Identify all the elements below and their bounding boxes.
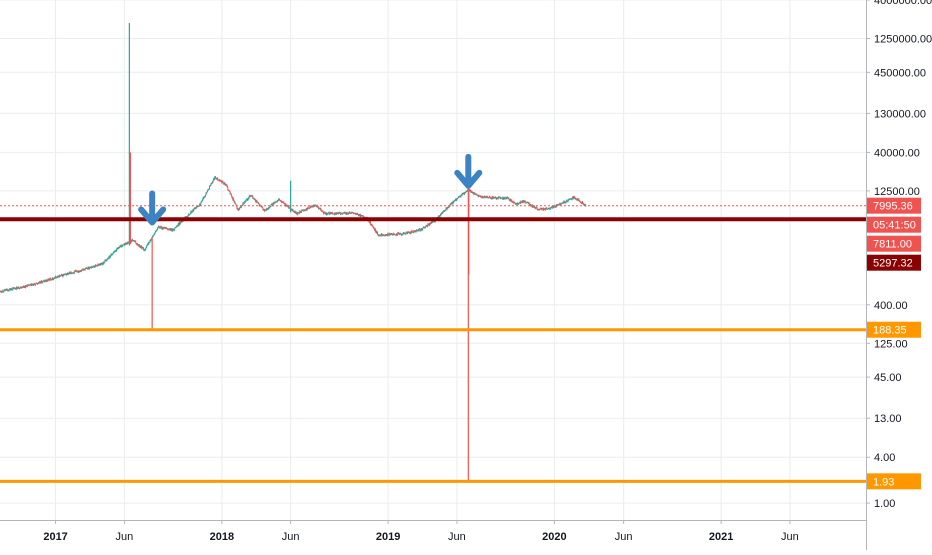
candle-body	[110, 255, 111, 257]
candle-body	[488, 198, 489, 199]
candle-body	[412, 231, 413, 232]
candle-body	[522, 201, 523, 202]
x-tick-label: Jun	[448, 531, 466, 543]
candlestick-series	[0, 176, 586, 293]
candle-body	[55, 277, 56, 278]
y-tick-label: 1250000.00	[874, 33, 932, 45]
current-price-label: 7995.36	[867, 198, 921, 214]
y-tick-label: 130000.00	[874, 108, 926, 120]
x-tick-label: Jun	[115, 531, 133, 543]
y-tick-label: 40000.00	[874, 147, 920, 159]
y-tick-label: 450000.00	[874, 67, 926, 79]
y-tick-label: 13.00	[874, 413, 902, 425]
y-tick-label: 4000000.00	[874, 0, 932, 7]
countdown-label-text: 05:41:50	[873, 220, 916, 232]
candle-body	[324, 212, 325, 213]
candle-body	[57, 277, 58, 278]
candle-body	[54, 278, 55, 279]
candle-body	[39, 283, 40, 284]
candle-body	[271, 205, 272, 207]
candle-body	[99, 265, 100, 266]
x-tick-label: Jun	[282, 531, 300, 543]
y-tick-label: 1.00	[874, 498, 895, 510]
x-tick-label: Jun	[615, 531, 633, 543]
arrow-down-icon	[457, 157, 479, 186]
y-tick-label: 45.00	[874, 372, 902, 384]
x-tick-label: 2019	[376, 531, 400, 543]
x-tick-label: 2021	[709, 531, 733, 543]
y-tick-label: 12500.00	[874, 186, 920, 198]
candle-body	[209, 186, 210, 189]
candle-body	[104, 263, 105, 264]
candle-body	[217, 178, 218, 180]
x-tick-label: 2020	[542, 531, 566, 543]
candle-body	[505, 197, 506, 198]
resistance-price-label-text: 5297.32	[873, 258, 913, 270]
y-tick-label: 4.00	[874, 452, 895, 464]
x-tick-label: Jun	[781, 531, 799, 543]
candle-body	[332, 212, 333, 213]
support-price-label-text: 1.93	[873, 476, 894, 488]
support-price-label-text: 188.35	[873, 325, 907, 337]
candle-body	[2, 292, 3, 293]
candle-body	[309, 207, 310, 208]
candle-body	[145, 248, 146, 249]
resistance-price-label: 5297.32	[867, 255, 921, 271]
wick-series	[129, 23, 468, 481]
candle-body	[231, 193, 232, 194]
candle-body	[3, 291, 4, 292]
x-tick-label: 2017	[43, 531, 67, 543]
support-price-label: 1.93	[867, 473, 921, 489]
candle-body	[515, 203, 516, 205]
open-price-label-text: 7811.00	[873, 239, 912, 251]
y-tick-label: 125.00	[874, 338, 908, 350]
countdown-label: 05:41:50	[867, 217, 921, 233]
candle-body	[567, 200, 568, 201]
x-tick-label: 2018	[210, 531, 234, 543]
open-price-label: 7811.00	[867, 236, 921, 252]
current-price-label-text: 7995.36	[873, 201, 913, 213]
y-tick-label: 400.00	[874, 300, 908, 312]
candle-body	[457, 198, 458, 199]
candle-body	[402, 234, 403, 235]
candle-body	[205, 195, 206, 196]
support-price-label: 188.35	[867, 322, 921, 338]
candle-body	[36, 283, 37, 284]
